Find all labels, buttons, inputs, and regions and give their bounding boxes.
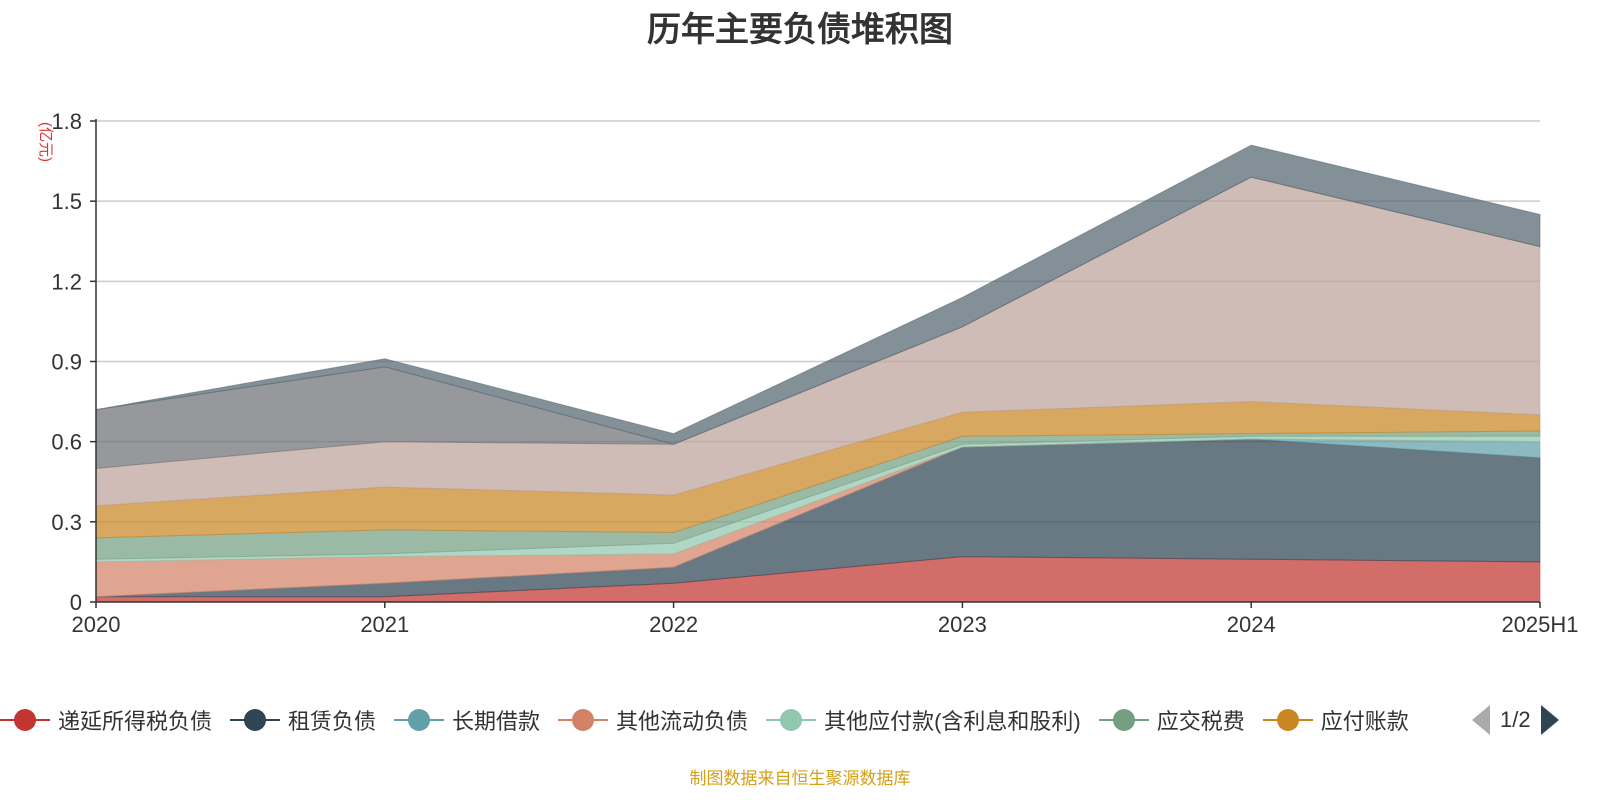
y-tick-label: 1.8: [51, 109, 82, 134]
legend-marker-icon: [1262, 700, 1313, 740]
legend-label: 其他流动负债: [616, 709, 749, 734]
legend-item[interactable]: 租赁负债: [230, 700, 376, 740]
legend-marker-icon: [394, 700, 445, 740]
axis-layer: 0 0.3 0.6 0.9 1.2 1.5 1.8 2020 2021 2022 2023 2024 2…: [51, 109, 1578, 637]
x-tick-label: 2025H1: [1501, 612, 1578, 637]
y-tick-label: 1.5: [51, 189, 82, 214]
x-tick-label: 2020: [72, 612, 121, 637]
legend-label: 递延所得税负债: [58, 709, 213, 734]
x-tick-label: 2021: [360, 612, 409, 637]
data-source-note: 制图数据来自恒生聚源数据库: [689, 769, 911, 788]
area-layer: [95, 144, 1541, 603]
x-tick-label: 2022: [649, 612, 698, 637]
chart-title: 历年主要负债堆积图: [647, 11, 953, 49]
legend-label: 应付账款: [1320, 709, 1409, 734]
legend-item[interactable]: 递延所得税负债: [0, 700, 212, 740]
legend-item[interactable]: 应交税费: [1098, 700, 1245, 740]
y-tick-label: 1.2: [51, 269, 82, 294]
y-axis-unit-label: (亿元): [37, 122, 54, 162]
legend-item[interactable]: 长期借款: [394, 700, 540, 740]
x-tick-label: 2023: [938, 612, 987, 637]
legend-label: 长期借款: [452, 709, 541, 734]
legend-marker-icon: [1098, 700, 1149, 740]
legend-pager: 1/2: [1472, 703, 1559, 737]
y-tick-label: 0.3: [51, 510, 82, 535]
legend-label: 应交税费: [1156, 709, 1245, 734]
y-tick-label: 0: [70, 590, 82, 615]
legend-marker-icon: [230, 700, 281, 740]
legend-page-indicator: 1/2: [1500, 707, 1531, 732]
legend-label: 租赁负债: [288, 709, 377, 734]
legend-label: 其他应付款(含利息和股利): [824, 709, 1081, 734]
legend: 递延所得税负债 租赁负债 长期借款 其他流动负债 其他应付款(含利息和股利) 应交税费 应付…: [0, 700, 1475, 740]
area-series-9[interactable]: [95, 144, 1541, 445]
legend-item[interactable]: 其他应付款(含利息和股利): [766, 700, 1081, 740]
y-tick-label: 0.9: [51, 350, 82, 375]
legend-item[interactable]: 应付账款: [1262, 700, 1409, 740]
legend-item[interactable]: 其他流动负债: [558, 700, 748, 740]
legend-next-page-button[interactable]: [1540, 705, 1559, 735]
y-tick-label: 0.6: [51, 430, 82, 455]
legend-marker-icon: [766, 700, 817, 740]
legend-marker-icon: [558, 700, 609, 740]
x-tick-label: 2024: [1227, 612, 1276, 637]
legend-prev-page-button[interactable]: [1472, 705, 1490, 735]
legend-marker-icon: [0, 700, 50, 740]
